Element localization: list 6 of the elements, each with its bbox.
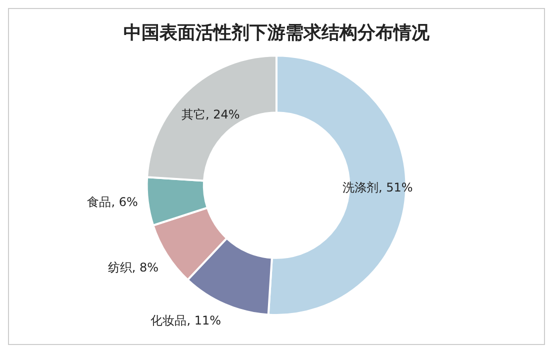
slice-label: 洗涤剂, 51%	[342, 180, 413, 195]
slice-label: 食品, 6%	[87, 194, 138, 209]
slice-label: 其它, 24%	[182, 107, 240, 122]
slice-label: 纺织, 8%	[108, 260, 159, 274]
slice-label: 化妆品, 11%	[150, 314, 222, 328]
chart-title: 中国表面活性剂下游需求结构分布情况	[124, 22, 430, 44]
